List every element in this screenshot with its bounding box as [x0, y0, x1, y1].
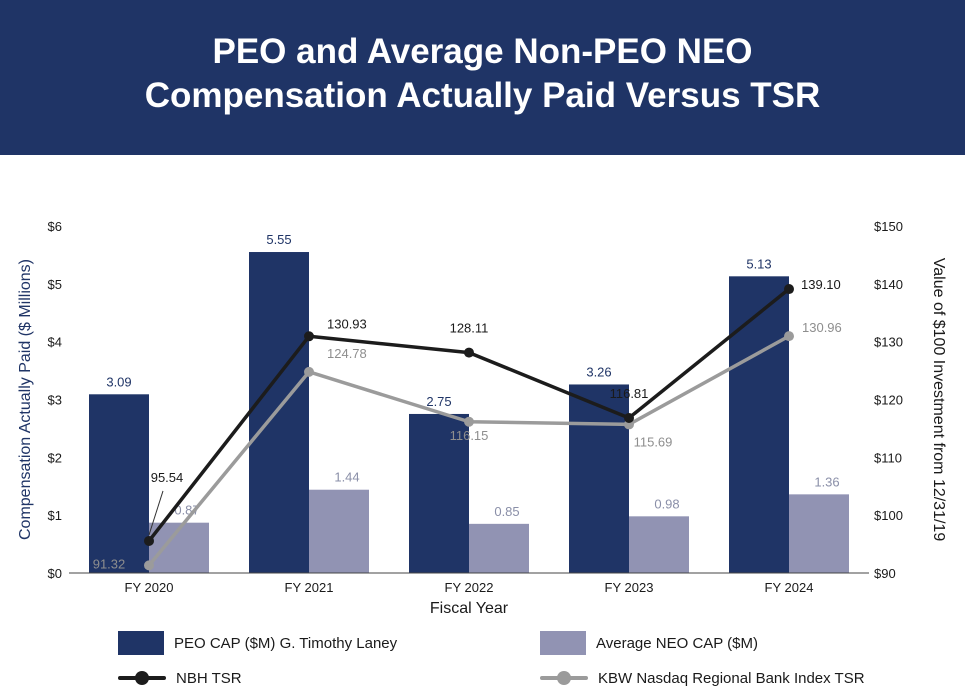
point-kbw-tsr-fy-2024	[784, 331, 794, 342]
right-tick-label: $130	[874, 335, 903, 350]
data-label-neo-cap-fy-2024: 1.36	[814, 474, 839, 489]
y-axis-title-right: Value of $100 Investment from 12/31/19	[930, 258, 947, 542]
data-label-nbh-tsr-fy-2023: 116.81	[610, 386, 649, 401]
right-tick-label: $90	[874, 566, 896, 581]
left-tick-label: $2	[48, 450, 62, 465]
point-nbh-tsr-fy-2021	[304, 331, 314, 342]
data-label-peo-cap-fy-2020: 3.09	[106, 374, 131, 389]
chart-title-line-1: PEO and Average Non-PEO NEO	[212, 31, 753, 71]
x-tick-label-fy-2021: FY 2021	[285, 580, 334, 595]
left-tick-label: $1	[48, 508, 62, 523]
bar-peo-cap-fy-2024	[729, 276, 789, 573]
data-label-nbh-tsr-fy-2021: 130.93	[327, 316, 367, 331]
data-label-nbh-tsr-fy-2020: 95.54	[151, 470, 184, 485]
data-label-neo-cap-fy-2022: 0.85	[494, 504, 519, 519]
leader-line-nbh-fy-2020	[148, 490, 164, 536]
bar-peo-cap-fy-2022	[409, 413, 469, 573]
y-axis-title-left: Compensation Actually Paid ($ Millions)	[17, 259, 34, 540]
data-label-neo-cap-fy-2021: 1.44	[334, 470, 359, 485]
data-label-peo-cap-fy-2024: 5.13	[746, 256, 771, 271]
left-tick-label: $3	[48, 393, 62, 408]
data-label-kbw-tsr-fy-2024: 130.96	[802, 320, 842, 335]
data-label-nbh-tsr-fy-2024: 139.10	[801, 277, 841, 292]
bar-neo-cap-fy-2024	[789, 494, 849, 573]
bar-peo-cap-fy-2020	[89, 394, 149, 573]
data-label-kbw-tsr-fy-2022: 116.15	[450, 428, 489, 443]
data-label-kbw-tsr-fy-2020: 91.32	[93, 556, 126, 571]
left-tick-label: $4	[48, 335, 62, 350]
right-tick-label: $120	[874, 393, 903, 408]
data-label-peo-cap-fy-2021: 5.55	[266, 232, 291, 247]
right-tick-label: $100	[874, 508, 903, 523]
bar-neo-cap-fy-2022	[469, 523, 529, 573]
right-tick-label: $110	[874, 450, 902, 465]
point-nbh-tsr-fy-2020	[144, 535, 154, 546]
data-label-peo-cap-fy-2023: 3.26	[586, 364, 611, 379]
title-banner: PEO and Average Non-PEO NEO Compensation…	[0, 0, 965, 155]
chart-title-line-2: Compensation Actually Paid Versus TSR	[144, 75, 821, 115]
left-tick-label: $6	[48, 219, 62, 234]
bar-peo-cap-fy-2023	[569, 384, 629, 573]
x-tick-label-fy-2024: FY 2024	[765, 580, 814, 595]
point-kbw-tsr-fy-2022	[464, 416, 474, 427]
point-nbh-tsr-fy-2024	[784, 284, 794, 295]
point-kbw-tsr-fy-2021	[304, 366, 314, 377]
x-tick-label-fy-2022: FY 2022	[445, 580, 494, 595]
point-kbw-tsr-fy-2020	[144, 560, 154, 571]
data-label-peo-cap-fy-2022: 2.75	[426, 394, 451, 409]
data-label-nbh-tsr-fy-2022: 128.11	[450, 321, 489, 336]
right-tick-label: $140	[874, 277, 903, 292]
right-tick-label: $150	[874, 219, 903, 234]
data-label-kbw-tsr-fy-2023: 115.69	[634, 434, 673, 449]
data-label-kbw-tsr-fy-2021: 124.78	[327, 346, 367, 361]
data-label-neo-cap-fy-2023: 0.98	[654, 496, 679, 511]
left-tick-label: $0	[48, 566, 62, 581]
x-axis-title: Fiscal Year	[430, 600, 509, 617]
x-tick-label-fy-2023: FY 2023	[605, 580, 654, 595]
bar-neo-cap-fy-2023	[629, 516, 689, 573]
point-nbh-tsr-fy-2022	[464, 347, 474, 358]
bar-neo-cap-fy-2021	[309, 489, 369, 573]
point-nbh-tsr-fy-2023	[624, 412, 634, 423]
bar-peo-cap-fy-2021	[249, 252, 309, 573]
x-tick-label-fy-2020: FY 2020	[125, 580, 174, 595]
left-tick-label: $5	[48, 277, 62, 292]
